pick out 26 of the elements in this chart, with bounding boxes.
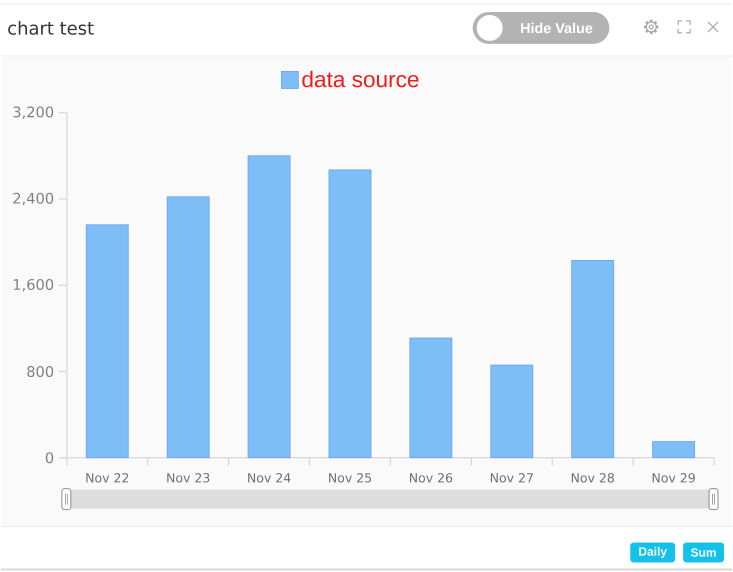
x-tick-label: Nov 22 [86, 472, 128, 482]
bar [490, 364, 534, 458]
y-tick-label: 0 [46, 452, 54, 464]
text: Daily [639, 546, 667, 558]
x-tick-label: Nov 28 [572, 472, 614, 482]
bar [652, 440, 696, 458]
bar [248, 155, 291, 458]
x-tick-label: Nov 29 [652, 472, 695, 482]
text: Sum [690, 548, 716, 557]
x-tick-label: Nov 24 [248, 472, 290, 482]
bar [166, 196, 210, 458]
legend-label: data source [302, 70, 419, 88]
y-tick-label: 2,400 [13, 192, 54, 206]
chart-title: chart test [8, 20, 94, 35]
x-tick-label: Nov 27 [490, 472, 533, 482]
x-tick-label: Nov 26 [410, 472, 452, 482]
text: Hide Value [521, 22, 592, 33]
bar [86, 224, 129, 458]
bar [328, 169, 372, 458]
y-tick-label: 3,200 [13, 106, 54, 119]
y-tick-label: 800 [27, 366, 54, 377]
bar [409, 337, 452, 458]
y-tick-label: 1,600 [14, 278, 54, 292]
x-tick-label: Nov 25 [329, 472, 372, 482]
bar [571, 260, 614, 458]
x-tick-label: Nov 23 [167, 472, 210, 482]
